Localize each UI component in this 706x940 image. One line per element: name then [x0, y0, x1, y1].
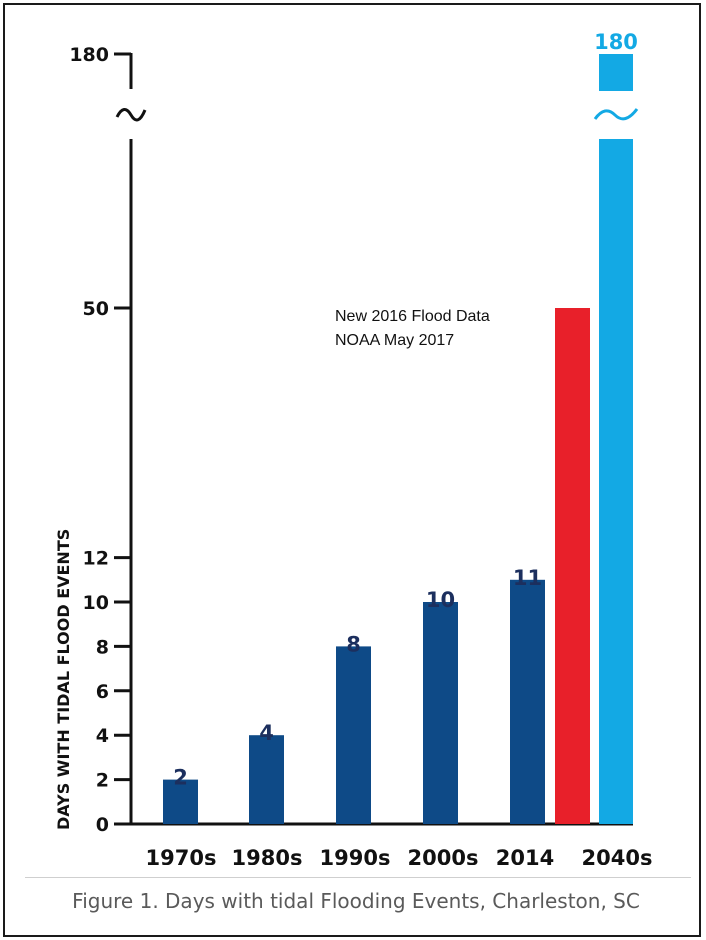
annotation-line-1: New 2016 Flood Data — [335, 308, 490, 325]
y-tick-label: 8 — [96, 636, 109, 658]
y-tick-label: 10 — [83, 592, 109, 614]
bar-2040s — [599, 139, 633, 824]
y-tick-label: 6 — [96, 681, 109, 703]
x-tick-label: 2014 — [496, 846, 554, 865]
x-tick-label: 1980s — [232, 846, 303, 865]
bar-1990s — [336, 646, 371, 824]
annotation-line-2: NOAA May 2017 — [335, 332, 454, 349]
value-label: 2 — [173, 766, 188, 790]
bar-2014 — [510, 579, 545, 824]
bar-break-mark — [593, 108, 639, 121]
axis-layer: 0 2 4 6 8 10 12 50 180 — [69, 44, 633, 836]
flood-days-chart: 0 2 4 6 8 10 12 50 180 2 4 8 10 11 180 1970s 1980s 1990s… — [54, 30, 653, 865]
bar-1980s — [249, 735, 284, 824]
caption-divider — [25, 877, 691, 878]
labels-layer: 2 4 8 10 11 180 1970s 1980s 1990s 2000s 2014 2040s — [146, 30, 653, 865]
y-tick-label: 0 — [96, 814, 109, 836]
y-tick-label: 4 — [96, 725, 109, 747]
bar-1970s — [163, 779, 198, 824]
x-tick-label: 1970s — [146, 846, 217, 865]
y-tick-label: 180 — [69, 44, 109, 66]
bar-2000s — [423, 602, 458, 824]
y-tick-label: 2 — [96, 770, 109, 792]
x-tick-label: 2040s — [582, 846, 653, 865]
figure-frame: 0 2 4 6 8 10 12 50 180 2 4 8 10 11 180 1970s 1980s 1990s… — [3, 3, 701, 937]
bars-layer — [163, 54, 639, 824]
value-label: 180 — [594, 30, 638, 54]
value-label: 4 — [259, 721, 274, 745]
axis-break-mark — [115, 108, 147, 122]
x-tick-label: 2000s — [408, 846, 479, 865]
y-axis-label: DAYS WITH TIDAL FLOOD EVENTS — [54, 529, 73, 830]
value-label: 8 — [346, 632, 361, 656]
figure-caption: Figure 1. Days with tidal Flooding Event… — [72, 889, 640, 913]
value-label: 10 — [426, 588, 455, 612]
y-tick-label: 12 — [83, 548, 109, 570]
bar-2040s-top — [599, 54, 633, 91]
x-tick-label: 1990s — [320, 846, 391, 865]
value-label: 11 — [513, 566, 542, 590]
bar-series-5 — [555, 308, 590, 824]
y-tick-label: 50 — [83, 298, 109, 320]
